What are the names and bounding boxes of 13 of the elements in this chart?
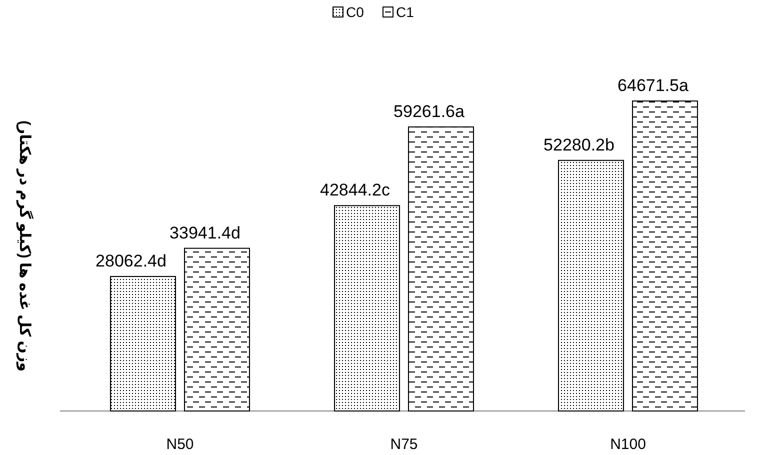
legend: C0 C1 <box>332 4 414 20</box>
x-tick-label: N100 <box>610 436 646 453</box>
legend-label: C1 <box>396 4 414 20</box>
x-tick-label: N50 <box>166 436 194 453</box>
y-axis-title: وزن کل غده ها (کیلو گرم در هکتار) <box>16 120 34 372</box>
data-label: 42844.2c <box>320 180 390 200</box>
data-label: 33941.4d <box>170 223 240 242</box>
data-label: 64671.5a <box>618 76 689 95</box>
x-tick-label: N75 <box>390 436 418 453</box>
data-label: 59261.6a <box>394 102 465 121</box>
data-label: 28062.4d <box>96 251 166 270</box>
data-label: 52280.2b <box>544 135 614 154</box>
legend-label: C0 <box>346 4 364 20</box>
